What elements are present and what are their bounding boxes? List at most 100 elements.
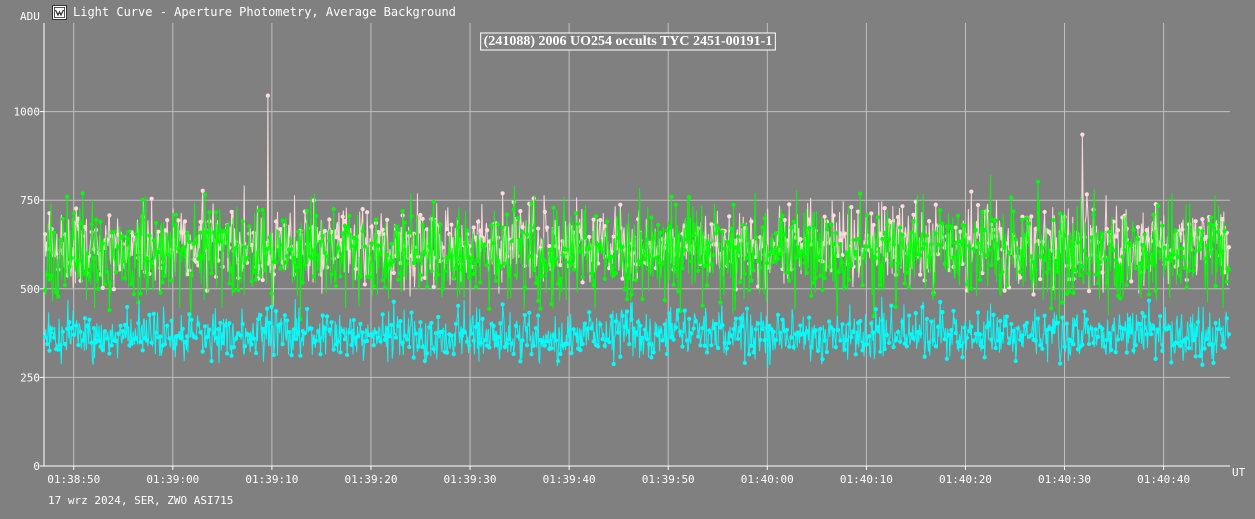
data-point <box>491 241 496 246</box>
data-point <box>1000 269 1005 275</box>
data-point <box>100 241 105 246</box>
data-point <box>1113 258 1118 263</box>
data-point <box>1206 221 1212 227</box>
data-point <box>1080 132 1085 137</box>
data-point <box>687 195 692 200</box>
data-point <box>1042 257 1047 262</box>
data-point <box>200 188 205 193</box>
data-point <box>1186 268 1192 273</box>
data-point <box>178 251 183 256</box>
data-point <box>393 335 399 340</box>
data-point <box>1184 285 1189 290</box>
data-point <box>1011 328 1016 333</box>
data-point <box>631 326 636 331</box>
data-point <box>389 266 394 271</box>
data-point <box>1073 268 1078 273</box>
data-point <box>456 225 461 230</box>
data-point <box>207 327 212 332</box>
data-point <box>149 340 154 345</box>
data-point <box>102 329 108 334</box>
chart-title: (241088) 2006 UO254 occults TYC 2451-001… <box>484 34 773 49</box>
data-point <box>327 238 332 243</box>
data-point <box>171 345 176 351</box>
data-point <box>116 244 121 249</box>
data-point <box>898 339 903 344</box>
data-point <box>787 344 792 349</box>
data-point <box>311 198 316 203</box>
light-curve-app-icon[interactable] <box>52 4 67 20</box>
data-point <box>378 339 383 344</box>
data-point <box>387 333 392 339</box>
data-point <box>462 330 467 335</box>
data-point <box>893 338 898 343</box>
data-point <box>951 308 956 314</box>
data-point <box>218 239 223 244</box>
data-point <box>1080 342 1085 347</box>
data-point <box>676 289 681 294</box>
data-point <box>1202 256 1207 261</box>
data-point <box>571 327 576 332</box>
data-point <box>305 306 310 312</box>
data-point <box>536 226 541 231</box>
data-point <box>125 236 130 241</box>
data-point <box>1184 336 1189 341</box>
data-point <box>693 319 698 324</box>
data-point <box>882 346 887 352</box>
data-point <box>755 321 761 326</box>
data-point <box>793 255 798 260</box>
data-point <box>220 340 225 346</box>
data-point <box>644 336 650 342</box>
data-point <box>1046 229 1052 234</box>
data-point <box>318 352 323 357</box>
data-point <box>167 253 172 258</box>
data-point <box>651 236 656 241</box>
data-point <box>547 247 552 253</box>
data-point <box>440 286 445 291</box>
data-point <box>338 274 343 279</box>
data-point <box>120 329 125 334</box>
data-point <box>907 285 912 290</box>
data-point <box>609 254 614 259</box>
data-point <box>1111 248 1116 253</box>
data-point <box>229 353 234 358</box>
data-point <box>1020 214 1025 219</box>
data-point <box>604 219 610 224</box>
data-point <box>629 292 634 297</box>
series-line <box>44 95 1230 308</box>
data-point <box>262 267 268 272</box>
data-point <box>100 347 105 352</box>
data-point <box>980 209 985 215</box>
data-point <box>578 249 583 254</box>
data-point <box>1026 221 1032 226</box>
data-point <box>251 336 256 341</box>
data-point <box>762 338 767 343</box>
data-point <box>989 263 994 268</box>
data-point <box>580 280 585 285</box>
data-point <box>236 288 241 293</box>
data-point <box>609 314 614 319</box>
data-point <box>1142 232 1147 237</box>
data-point <box>282 260 288 265</box>
data-point <box>1155 327 1161 332</box>
data-point <box>111 287 116 292</box>
data-point <box>147 312 152 317</box>
data-point <box>769 249 774 255</box>
data-point <box>553 256 559 262</box>
data-point <box>1064 321 1069 326</box>
data-point <box>267 235 272 240</box>
data-point <box>773 337 778 343</box>
data-point <box>404 261 410 266</box>
data-point <box>402 333 407 338</box>
data-point <box>1000 331 1005 336</box>
data-point <box>300 280 305 285</box>
data-point <box>460 267 465 272</box>
data-point <box>589 271 594 276</box>
data-point <box>578 348 583 353</box>
data-point <box>995 338 1001 343</box>
data-point <box>247 224 252 229</box>
chart-title-frame <box>480 32 776 51</box>
data-point <box>451 275 456 280</box>
data-point <box>1182 265 1187 270</box>
data-point <box>518 237 523 243</box>
data-point <box>984 253 989 258</box>
